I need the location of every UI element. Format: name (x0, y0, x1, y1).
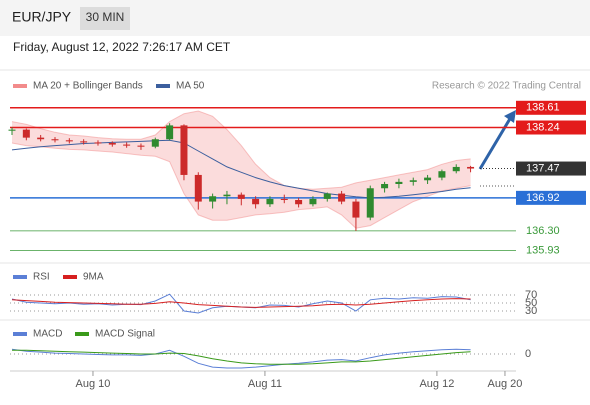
y-tick-label: 70 (525, 289, 537, 301)
candle-body (123, 144, 131, 146)
legend-swatch (75, 332, 89, 336)
level-box (516, 161, 586, 176)
candle-body (151, 139, 159, 147)
candle-body (65, 140, 73, 142)
level-label: 138.24 (526, 121, 560, 133)
level-label: 137.47 (526, 162, 560, 174)
bollinger-lower (11, 142, 471, 229)
interval-box (80, 7, 130, 30)
candle-body (266, 198, 274, 205)
legend-swatch (13, 332, 27, 336)
candle-body (323, 193, 331, 199)
bollinger-area (12, 111, 471, 229)
candle-body (280, 198, 288, 200)
x-tick-label: Aug 10 (76, 378, 111, 390)
forecast-arrowhead (504, 110, 516, 123)
candle-body (22, 129, 30, 138)
candle-body (51, 139, 59, 141)
level-label: 136.92 (526, 192, 560, 204)
symbol: EUR/JPY (12, 9, 72, 25)
legend-swatch (156, 84, 170, 88)
indicator-line (11, 293, 471, 314)
legend-label: 9MA (83, 272, 104, 283)
legend-label: MACD (33, 329, 62, 340)
credit: Research © 2022 Trading Central (432, 81, 581, 92)
candle-body (409, 180, 417, 182)
candle-body (37, 137, 45, 140)
candle-body (381, 183, 389, 189)
candle-body (223, 194, 231, 197)
indicator-line (11, 348, 471, 369)
x-tick-label: Aug 20 (488, 378, 523, 390)
level-box (516, 100, 586, 115)
level-label: 135.93 (526, 245, 560, 257)
candle-body (94, 142, 102, 144)
x-tick-label: Aug 12 (419, 378, 454, 390)
legend-label: MA 20 + Bollinger Bands (33, 81, 143, 92)
level-box (516, 120, 586, 135)
datetime: Friday, August 12, 2022 7:26:17 AM CET (13, 40, 231, 54)
x-tick-label: Aug 11 (248, 378, 282, 390)
indicator-line (12, 349, 471, 365)
candle-body (108, 142, 116, 145)
candle-body (166, 125, 174, 140)
candle-body (137, 145, 145, 147)
level-box (516, 190, 586, 205)
y-tick-label: 0 (525, 348, 531, 360)
indicator-line (11, 298, 471, 308)
candle-body (452, 166, 460, 172)
candle-body (209, 196, 217, 202)
candle-body (424, 177, 432, 181)
candle-body (309, 198, 317, 205)
legend-swatch (63, 275, 77, 279)
candle-body (395, 181, 403, 184)
level-label: 136.30 (526, 225, 560, 237)
candle-body (366, 188, 374, 218)
legend-label: RSI (33, 272, 50, 283)
candle-body (194, 174, 202, 202)
candle-body (8, 129, 16, 131)
y-tick-label: 30 (525, 305, 537, 317)
y-tick-label: 50 (525, 297, 537, 309)
legend-swatch (13, 275, 27, 279)
level-label: 138.61 (526, 102, 560, 114)
candle-body (352, 201, 360, 218)
interval: 30 MIN (86, 10, 125, 24)
bollinger-upper (11, 110, 471, 190)
candle-body (438, 171, 446, 178)
candle-body (252, 198, 260, 205)
legend-swatch (13, 84, 27, 88)
candle-body (295, 199, 303, 205)
ma50-line (11, 139, 471, 199)
forecast-arrow (478, 116, 513, 170)
legend-label: MA 50 (176, 81, 205, 92)
candle-body (180, 125, 188, 175)
candle-body (467, 166, 475, 169)
candle-body (237, 194, 245, 199)
candle-body (80, 141, 88, 143)
legend-label: MACD Signal (95, 329, 155, 340)
candle-body (338, 193, 346, 202)
